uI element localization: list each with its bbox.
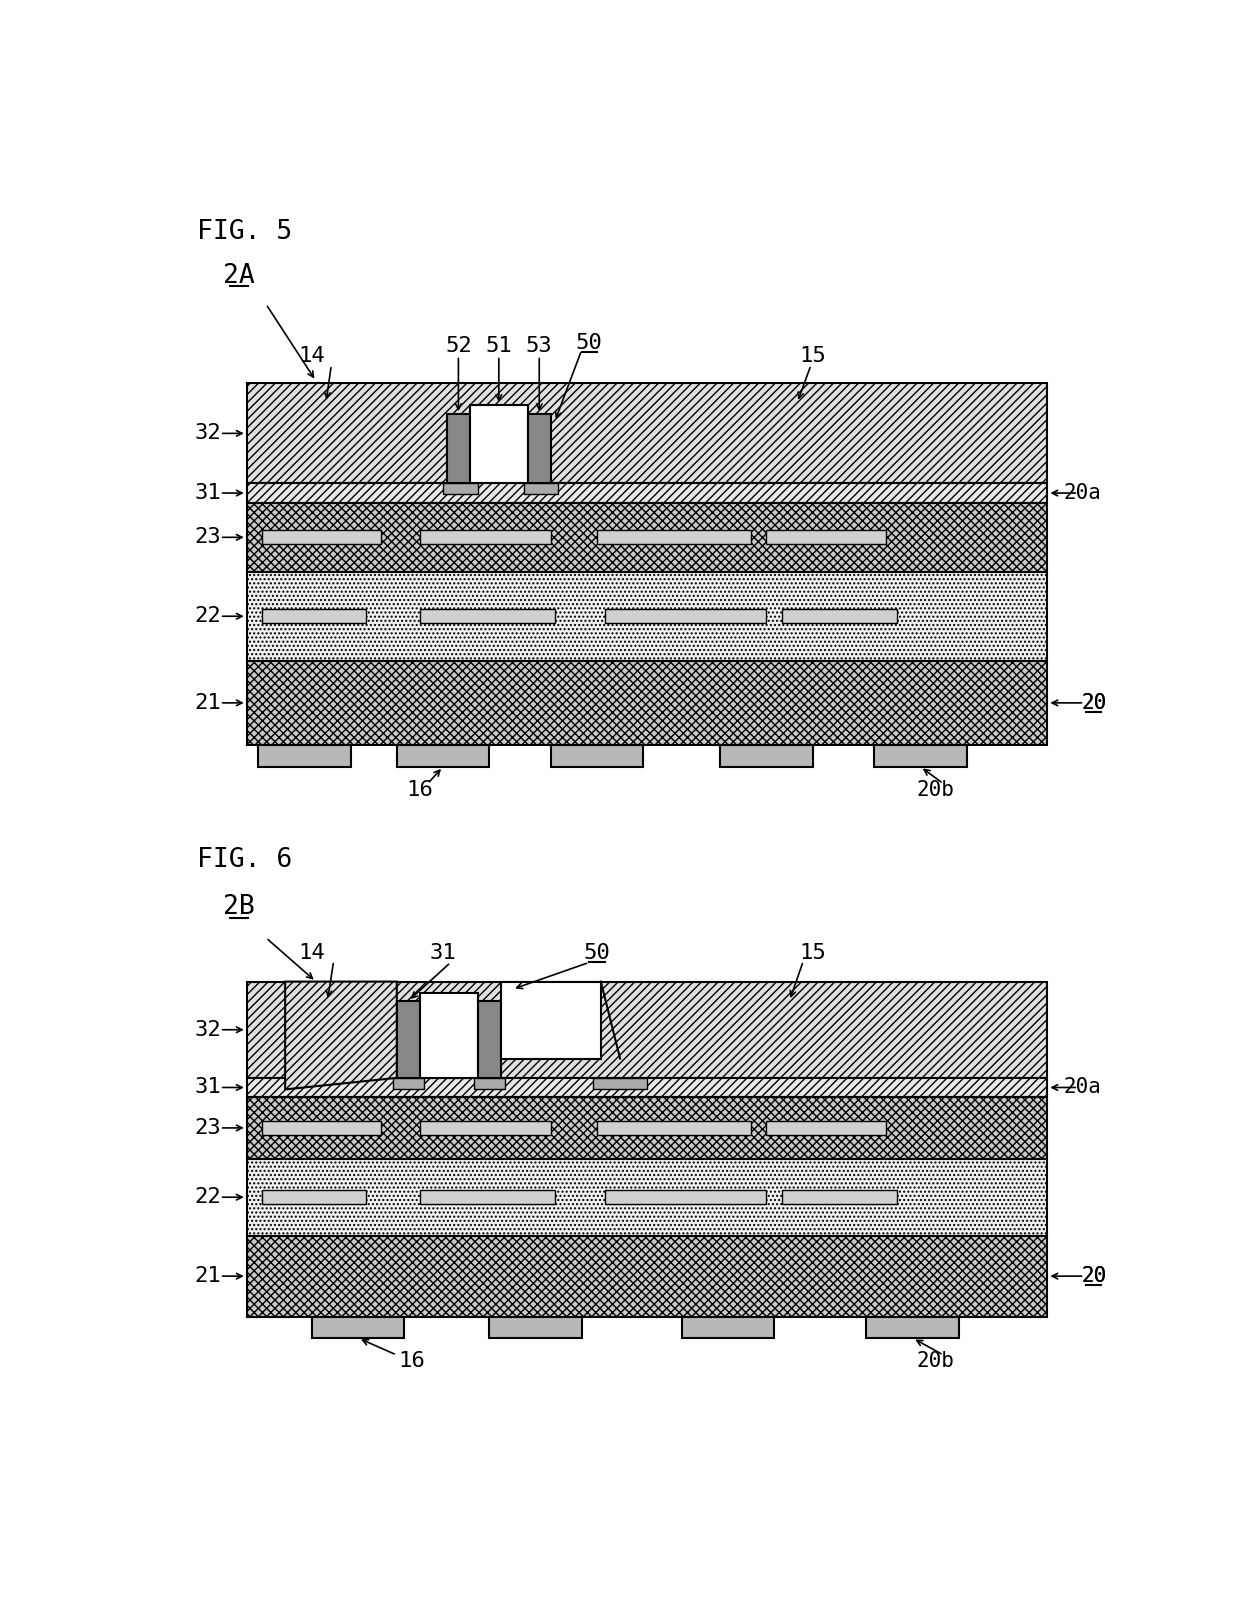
Text: 22: 22	[195, 1188, 222, 1207]
Bar	[247, 572, 1048, 660]
Text: 31: 31	[195, 1077, 222, 1098]
Text: 23: 23	[195, 1117, 222, 1138]
Text: 20a: 20a	[1063, 483, 1101, 503]
Bar	[446, 414, 470, 484]
Bar	[605, 1191, 766, 1204]
Bar	[443, 484, 477, 494]
Polygon shape	[285, 981, 397, 1090]
Text: 31: 31	[195, 483, 222, 503]
Text: 20b: 20b	[916, 1351, 955, 1371]
Bar	[596, 1120, 751, 1135]
Bar	[397, 745, 490, 766]
Text: 22: 22	[195, 606, 222, 627]
Text: 20: 20	[1081, 1266, 1106, 1286]
Bar	[596, 531, 751, 545]
Text: 16: 16	[399, 1351, 425, 1371]
Bar	[501, 981, 601, 1058]
Bar	[397, 1000, 420, 1077]
Bar	[247, 981, 1048, 1077]
Text: 21: 21	[195, 692, 222, 713]
Text: 15: 15	[800, 943, 826, 963]
Bar	[312, 1316, 404, 1339]
Text: 20a: 20a	[1063, 1077, 1101, 1098]
Text: 32: 32	[195, 1020, 222, 1040]
Bar	[477, 1000, 501, 1077]
Text: 52: 52	[445, 337, 471, 356]
Bar	[247, 383, 1048, 484]
Bar	[766, 1120, 885, 1135]
Bar	[247, 660, 1048, 745]
Bar	[605, 609, 766, 624]
Bar	[874, 745, 967, 766]
Text: 21: 21	[195, 1266, 222, 1286]
Bar	[420, 1120, 551, 1135]
Bar	[593, 1077, 647, 1088]
Bar	[551, 745, 644, 766]
Bar	[420, 1191, 554, 1204]
Bar	[262, 1120, 382, 1135]
Text: 20: 20	[1081, 1266, 1106, 1286]
Bar	[262, 609, 366, 624]
Text: 51: 51	[485, 337, 512, 356]
Bar	[393, 1077, 424, 1088]
Text: 2B: 2B	[223, 894, 255, 920]
Bar	[490, 1316, 582, 1339]
Bar	[247, 484, 1048, 503]
Bar	[781, 609, 898, 624]
Text: 50: 50	[584, 943, 610, 963]
Bar	[720, 745, 812, 766]
Bar	[766, 531, 885, 545]
Bar	[247, 503, 1048, 572]
Text: FIG. 6: FIG. 6	[197, 846, 291, 874]
Text: 20b: 20b	[916, 781, 955, 800]
Text: 20: 20	[1081, 692, 1106, 713]
Bar	[247, 1159, 1048, 1236]
Bar	[682, 1316, 774, 1339]
Text: 16: 16	[407, 781, 433, 800]
Bar	[262, 1191, 366, 1204]
Text: 31: 31	[429, 943, 456, 963]
Text: 2A: 2A	[223, 263, 255, 289]
Bar	[247, 1077, 1048, 1096]
Bar	[262, 531, 382, 545]
Bar	[523, 484, 558, 494]
Bar	[420, 609, 554, 624]
Text: FIG. 5: FIG. 5	[197, 220, 291, 245]
Bar	[247, 1236, 1048, 1316]
Bar	[258, 745, 351, 766]
Text: 14: 14	[299, 346, 325, 367]
Text: 15: 15	[800, 346, 826, 367]
Bar	[470, 406, 528, 484]
Text: 20: 20	[1081, 692, 1106, 713]
Bar	[474, 1077, 505, 1088]
Text: 23: 23	[195, 527, 222, 547]
Text: 32: 32	[195, 423, 222, 444]
Bar	[867, 1316, 959, 1339]
Text: 14: 14	[299, 943, 325, 963]
Bar	[247, 1096, 1048, 1159]
Text: 50: 50	[575, 332, 603, 353]
Bar	[420, 994, 477, 1077]
Bar	[781, 1191, 898, 1204]
Bar	[420, 531, 551, 545]
Bar	[528, 414, 551, 484]
Text: 53: 53	[526, 337, 553, 356]
